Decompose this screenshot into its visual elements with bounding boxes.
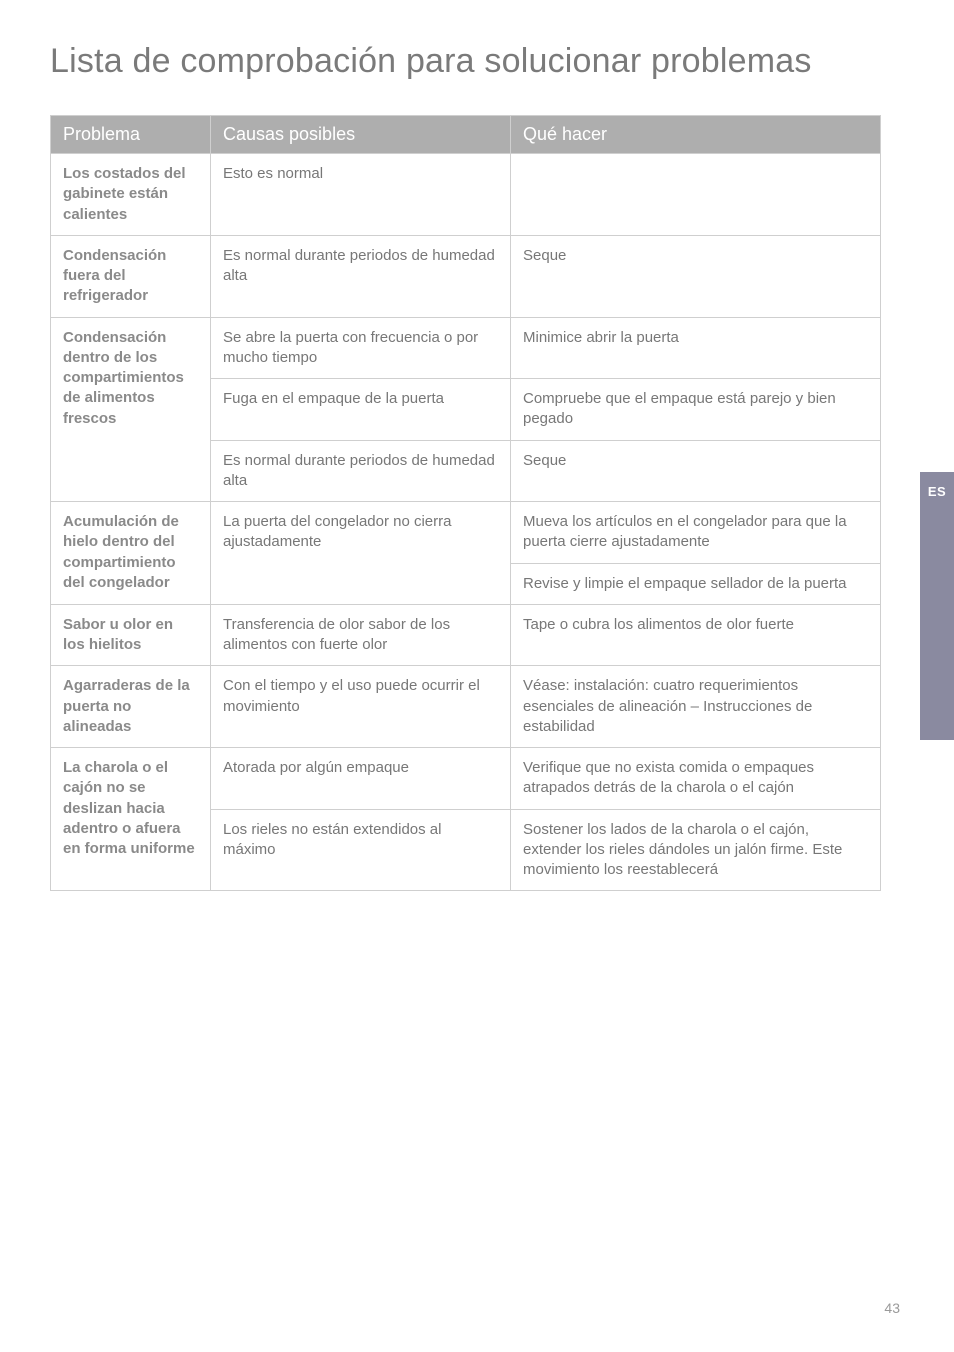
- cell-problem: Los costados del gabinete están caliente…: [51, 154, 211, 236]
- table-row: Los costados del gabinete están caliente…: [51, 154, 881, 236]
- cell-action: Sostener los lados de la charola o el ca…: [511, 809, 881, 891]
- cell-action: Mueva los artículos en el congelador par…: [511, 502, 881, 564]
- cell-problem: Agarraderas de la puerta no alineadas: [51, 666, 211, 748]
- cell-cause: Con el tiempo y el uso puede ocurrir el …: [211, 666, 511, 748]
- troubleshooting-table: Problema Causas posibles Qué hacer Los c…: [50, 115, 881, 891]
- cell-action: Véase: instalación: cuatro requerimiento…: [511, 666, 881, 748]
- cell-problem: La charola o el cajón no se deslizan hac…: [51, 748, 211, 891]
- table-row: Agarraderas de la puerta no alineadas Co…: [51, 666, 881, 748]
- cell-action: Minimice abrir la puerta: [511, 317, 881, 379]
- cell-action: Compruebe que el empaque está parejo y b…: [511, 379, 881, 441]
- page-number: 43: [884, 1300, 900, 1316]
- language-side-tab: ES: [920, 472, 954, 740]
- cell-problem: Condensación fuera del refrigerador: [51, 235, 211, 317]
- cell-action: [511, 154, 881, 236]
- header-action: Qué hacer: [511, 116, 881, 154]
- cell-action: Seque: [511, 235, 881, 317]
- cell-cause: Es normal durante periodos de humedad al…: [211, 440, 511, 502]
- table-row: Condensación fuera del refrigerador Es n…: [51, 235, 881, 317]
- cell-action: Revise y limpie el empaque sellador de l…: [511, 563, 881, 604]
- page-title: Lista de comprobación para solucionar pr…: [50, 42, 904, 81]
- table-row: Sabor u olor en los hielitos Transferenc…: [51, 604, 881, 666]
- language-side-tab-label: ES: [920, 484, 954, 499]
- cell-problem: Sabor u olor en los hielitos: [51, 604, 211, 666]
- table-row: La charola o el cajón no se deslizan hac…: [51, 748, 881, 810]
- cell-cause: Se abre la puerta con frecuencia o por m…: [211, 317, 511, 379]
- cell-problem: Acumulación de hielo dentro del comparti…: [51, 502, 211, 605]
- cell-cause: Fuga en el empaque de la puerta: [211, 379, 511, 441]
- cell-cause: Esto es normal: [211, 154, 511, 236]
- cell-cause: La puerta del congelador no cierra ajust…: [211, 502, 511, 605]
- table-row: Acumulación de hielo dentro del comparti…: [51, 502, 881, 564]
- header-problem: Problema: [51, 116, 211, 154]
- cell-problem: Condensación dentro de los compartimient…: [51, 317, 211, 502]
- cell-cause: Atorada por algún empaque: [211, 748, 511, 810]
- table-row: Condensación dentro de los compartimient…: [51, 317, 881, 379]
- cell-cause: Es normal durante periodos de humedad al…: [211, 235, 511, 317]
- cell-cause: Transferencia de olor sabor de los alime…: [211, 604, 511, 666]
- cell-action: Tape o cubra los alimentos de olor fuert…: [511, 604, 881, 666]
- cell-cause: Los rieles no están extendidos al máximo: [211, 809, 511, 891]
- cell-action: Seque: [511, 440, 881, 502]
- header-cause: Causas posibles: [211, 116, 511, 154]
- cell-action: Verifique que no exista comida o empaque…: [511, 748, 881, 810]
- table-header-row: Problema Causas posibles Qué hacer: [51, 116, 881, 154]
